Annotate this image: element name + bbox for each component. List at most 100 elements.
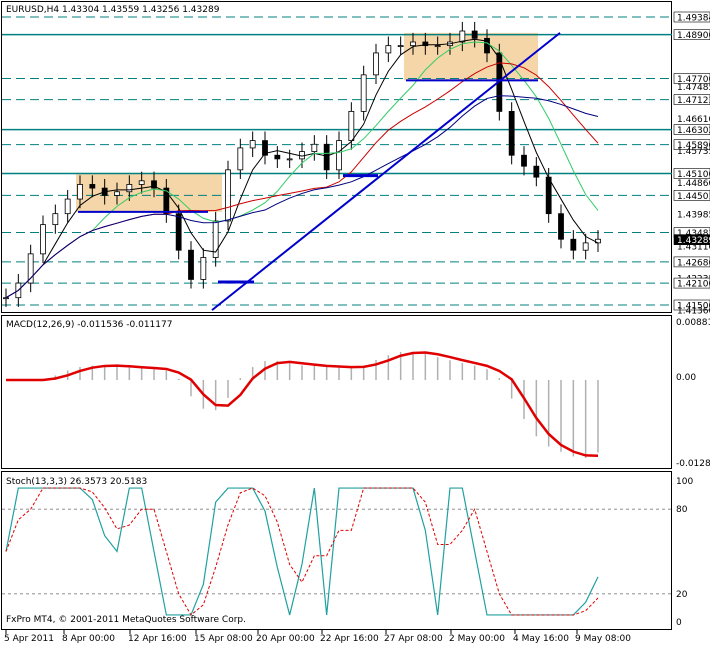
candle-body [484, 37, 490, 54]
macd-panel-frame[interactable] [1, 315, 672, 469]
price-label: 1.46610 [677, 115, 710, 125]
macd-title: MACD(12,26,9) -0.011536 -0.011177 [6, 320, 172, 330]
candle-body [422, 41, 429, 47]
candle-body [521, 154, 527, 167]
ma-medium-line [5, 41, 599, 299]
candle-body [397, 45, 404, 48]
stoch-d-line [5, 487, 599, 616]
stoch-panel-frame[interactable] [1, 471, 672, 630]
chart-title: EURUSD,H4 1.43304 1.43559 1.43256 1.4328… [6, 5, 220, 15]
price-label-box [673, 168, 710, 179]
price-label: 1.42680 [677, 258, 710, 268]
price-label-box [673, 124, 710, 135]
main-chart-layer [2, 16, 672, 311]
range-box [76, 173, 222, 212]
price-label-box [673, 73, 710, 84]
candle-body [237, 147, 244, 171]
time-label: 27 Apr 08:00 [384, 634, 443, 644]
candle-body [212, 220, 219, 258]
time-label: 2 May 00:00 [449, 634, 505, 644]
macd-layer [6, 351, 599, 458]
stoch-axis-label: 100 [676, 477, 693, 487]
price-label: 1.43985 [677, 211, 710, 221]
price-label: 1.47485 [677, 83, 710, 93]
candle-body [262, 140, 268, 156]
stoch-k-line [5, 487, 599, 616]
price-axis: 1.49384 1.48900 1.477001.47485 1.47123 1.466… [673, 11, 710, 317]
candle-body [200, 257, 207, 280]
macd-axis: 0.00881 0.00 -0.01288 [676, 318, 710, 469]
time-label: 4 May 16:00 [513, 634, 569, 644]
candle-body [570, 238, 577, 251]
time-label: 20 Apr 00:00 [256, 634, 315, 644]
price-label: 1.45100 [677, 170, 710, 180]
candle-body [163, 187, 170, 215]
candle-body [286, 158, 293, 161]
candle-body [348, 110, 355, 142]
macd-axis-label: 0.00 [676, 373, 696, 383]
price-label-box [673, 234, 710, 245]
candle-body [323, 143, 330, 171]
stoch-layer [2, 487, 672, 616]
stoch-axis-label: 0 [676, 618, 682, 628]
candle-body [582, 242, 589, 251]
candle-body [545, 176, 552, 215]
candle-body [533, 165, 540, 178]
price-label-box [673, 277, 710, 289]
candle-body [508, 110, 515, 156]
price-label-box [673, 11, 710, 23]
candle-body [336, 140, 342, 171]
candle-body [558, 213, 564, 240]
copyright-text: FxPro MT4, © 2001-2011 MetaQuotes Softwa… [6, 615, 246, 625]
price-label-box [673, 29, 710, 40]
time-label: 8 Apr 00:00 [62, 634, 115, 644]
candle-body [434, 45, 441, 48]
stoch-axis-label: 80 [676, 505, 688, 515]
candle-body [89, 184, 96, 189]
price-label: 1.47123 [677, 96, 710, 106]
ma-long-line [5, 95, 599, 299]
candle-body [385, 45, 392, 54]
candle-body [138, 180, 145, 185]
price-label: 1.43289 [677, 236, 710, 246]
macd-axis-label: 0.00881 [676, 318, 710, 328]
time-label: 15 Apr 08:00 [194, 634, 253, 644]
candle-body [188, 249, 194, 280]
candle-body [373, 52, 379, 76]
stoch-axis: 100 80 20 0 [676, 477, 693, 628]
candle-body [311, 143, 318, 152]
time-label: 12 Apr 16:00 [128, 634, 187, 644]
candle-body [471, 30, 478, 39]
price-label: 1.43483 [677, 229, 710, 239]
price-label: 1.45890 [677, 141, 710, 151]
candle-body [52, 213, 59, 226]
candle-body [126, 184, 133, 193]
price-label-box [673, 94, 710, 105]
candle-body [151, 180, 157, 189]
candle-body [274, 154, 281, 160]
price-label-box [673, 139, 710, 150]
price-label-box [673, 190, 710, 201]
price-label: 1.47700 [677, 75, 710, 85]
candle-body [77, 184, 83, 200]
candle-body [40, 224, 46, 255]
candle-body [27, 253, 34, 284]
candle-body [3, 297, 9, 300]
ma-fast-line [5, 38, 599, 299]
price-label: 1.44860 [677, 179, 710, 189]
candle-body [249, 140, 256, 149]
time-label: 9 May 08:00 [575, 634, 631, 644]
price-label: 1.43110 [677, 243, 710, 253]
candle-body [459, 30, 466, 43]
trend-line [211, 32, 561, 311]
price-label: 1.41500 [677, 302, 710, 312]
candle-body [114, 191, 120, 196]
stoch-title: Stoch(13,3,3) 26.3573 20.5183 [6, 477, 147, 487]
price-label: 1.45735 [677, 147, 710, 157]
price-label-box [673, 299, 710, 311]
stoch-axis-label: 20 [676, 590, 688, 600]
candle-body [64, 198, 71, 215]
